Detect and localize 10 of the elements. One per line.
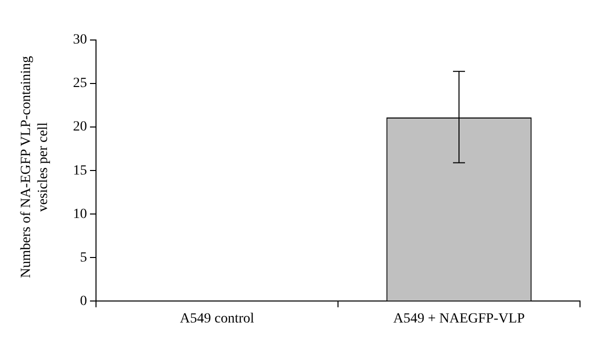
x-tick-label: A549 + NAEGFP-VLP bbox=[393, 311, 525, 326]
y-tick-label: 30 bbox=[73, 32, 87, 48]
y-tick-label: 0 bbox=[80, 294, 87, 309]
x-tick-label: A549 control bbox=[180, 311, 254, 326]
y-tick-label: 20 bbox=[73, 120, 87, 135]
y-tick-label: 15 bbox=[73, 163, 87, 178]
y-tick-label: 5 bbox=[80, 250, 87, 266]
y-tick-label: 10 bbox=[73, 206, 87, 222]
y-tick-label: 25 bbox=[73, 76, 87, 92]
y-axis-title: Numbers of NA-EGFP VLP-containing vesicles per cell bbox=[18, 54, 52, 280]
